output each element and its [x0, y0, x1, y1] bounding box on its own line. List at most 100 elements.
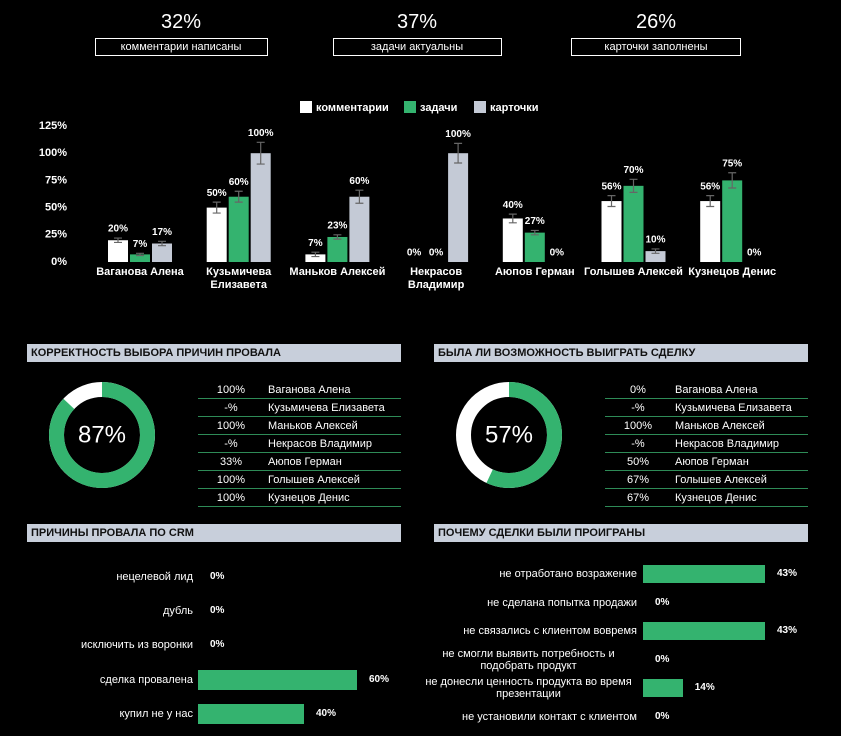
table-name: Кузьмичева Елизавета: [268, 402, 385, 414]
value-label: 70%: [623, 165, 643, 176]
value-label: 60%: [349, 176, 369, 187]
kpi-label: комментарии написаны: [94, 38, 268, 56]
x-tick-label: Ваганова Алена: [96, 266, 184, 278]
error-bar: [508, 213, 517, 224]
x-tick-label: Некрасов Владимир: [407, 266, 465, 291]
table-value: 100%: [216, 492, 246, 504]
value-label: 40%: [503, 200, 523, 211]
error-bar: [333, 234, 342, 240]
table-name: Аюпов Герман: [268, 456, 342, 468]
value-label: 0%: [429, 248, 444, 259]
bar: [643, 679, 683, 698]
value-label: 100%: [445, 129, 471, 140]
table-value: 33%: [219, 456, 243, 468]
table-row: 100% Кузнецов Денис: [198, 489, 401, 507]
table-name: Кузьмичева Елизавета: [675, 402, 792, 414]
table-name: Аюпов Герман: [675, 456, 749, 468]
table-row: -% Кузьмичева Елизавета: [605, 399, 808, 417]
value-label: 27%: [525, 216, 545, 227]
kpi-value: 26%: [635, 11, 677, 33]
table-name: Некрасов Владимир: [268, 438, 373, 450]
bar: [722, 180, 743, 262]
bar: [601, 201, 622, 262]
table-name: Некрасов Владимир: [675, 438, 780, 450]
x-tick-label: Маньков Алексей: [289, 266, 386, 278]
table-row: -% Некрасов Владимир: [605, 435, 808, 453]
bar: [643, 565, 765, 583]
kpi-label: задачи актуальны: [332, 38, 502, 56]
section-header: КОРРЕКТНОСТЬ ВЫБОРА ПРИЧИН ПРОВАЛА: [27, 344, 401, 362]
y-tick-label: 125%: [39, 120, 67, 132]
legend-label: комментарии: [316, 102, 389, 114]
value-label: 0%: [747, 248, 762, 259]
category-label: исключить из воронки: [80, 639, 193, 652]
legend-swatch: [404, 101, 416, 113]
error-bar: [454, 142, 463, 164]
category-label: дубль: [163, 605, 193, 618]
bar: [206, 207, 227, 262]
legend-swatch: [474, 101, 486, 113]
value-label: 7%: [308, 238, 323, 249]
table-name: Маньков Алексей: [268, 420, 358, 432]
bar: [623, 185, 644, 262]
table-name: Кузнецов Денис: [675, 492, 757, 504]
table-row: -% Кузьмичева Елизавета: [198, 399, 401, 417]
value-label: 0%: [210, 639, 225, 651]
value-label: 7%: [133, 239, 148, 250]
y-tick-label: 25%: [45, 229, 67, 241]
error-bar: [256, 141, 265, 165]
category-label: не сделана попытка продажи: [487, 596, 637, 609]
table-row: 100% Маньков Алексей: [198, 417, 401, 435]
y-tick-label: 0%: [51, 256, 67, 268]
error-bar: [629, 178, 638, 193]
value-label: 40%: [316, 707, 337, 719]
table-row: 33% Аюпов Герман: [198, 453, 401, 471]
table-row: 67% Голышев Алексей: [605, 471, 808, 489]
table-row: -% Некрасов Владимир: [198, 435, 401, 453]
donut-arc: [49, 382, 155, 488]
bar: [349, 196, 370, 262]
section-header: ПОЧЕМУ СДЕЛКИ БЫЛИ ПРОИГРАНЫ: [434, 524, 808, 542]
table-row: 100% Ваганова Алена: [198, 381, 401, 399]
value-label: 75%: [722, 158, 742, 169]
table-value: 67%: [626, 474, 650, 486]
value-label: 100%: [248, 128, 274, 139]
category-label: нецелевой лид: [116, 571, 193, 583]
category-label: не смогли выявить потребность и подобрат…: [442, 647, 615, 672]
value-label: 60%: [369, 673, 390, 685]
value-label: 0%: [655, 653, 670, 665]
x-tick-label: Кузьмичева Елизавета: [206, 266, 272, 291]
value-label: 23%: [327, 220, 347, 231]
value-label: 20%: [108, 224, 128, 235]
donut-arc: [486, 382, 562, 488]
table-value: 100%: [216, 384, 246, 396]
table-row: 100% Голышев Алексей: [198, 471, 401, 489]
legend-swatch: [300, 101, 312, 113]
bar: [327, 236, 348, 262]
bar: [448, 153, 469, 262]
bar: [502, 218, 523, 262]
bar: [198, 669, 357, 690]
bar: [108, 240, 128, 262]
table-value: 100%: [216, 420, 246, 432]
y-tick-label: 75%: [45, 174, 67, 186]
value-label: 43%: [777, 568, 798, 579]
value-label: 50%: [207, 188, 227, 199]
kpi-value: 32%: [160, 11, 202, 33]
error-bar: [114, 237, 122, 244]
section-header: БЫЛА ЛИ ВОЗМОЖНОСТЬ ВЫИГРАТЬ СДЕЛКУ: [434, 344, 808, 362]
table-row: 50% Аюпов Герман: [605, 453, 808, 471]
error-bar: [212, 201, 221, 214]
bar: [305, 254, 326, 262]
bar: [700, 201, 721, 262]
value-label: 56%: [601, 181, 621, 192]
table-row: 67% Кузнецов Денис: [605, 489, 808, 507]
value-label: 14%: [694, 682, 715, 694]
table-name: Ваганова Алена: [675, 384, 758, 396]
table-row: 0% Ваганова Алена: [605, 381, 808, 399]
value-label: 17%: [152, 227, 172, 238]
table-value: 100%: [623, 420, 653, 432]
table-value: 100%: [216, 474, 246, 486]
